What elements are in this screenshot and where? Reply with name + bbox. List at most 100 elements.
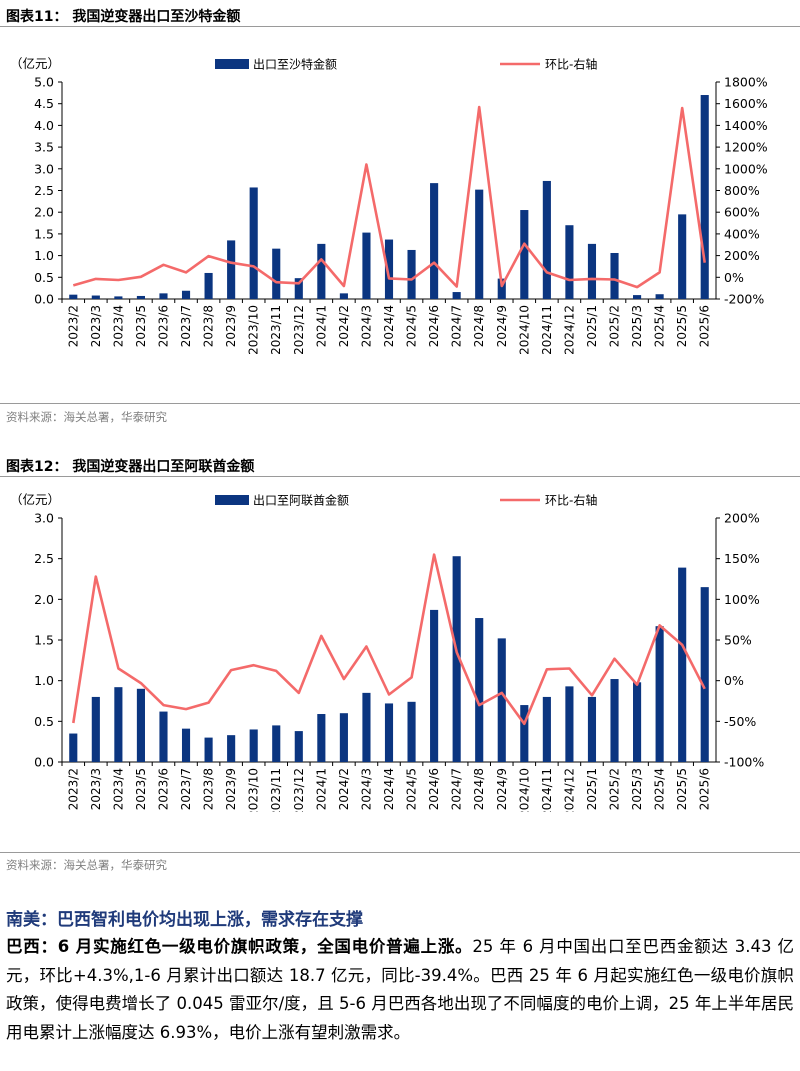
legend-bar-label: 出口至阿联酋金额 (253, 493, 349, 508)
paragraph-text: 25 年 6 月中国出口至巴西金额达 3.43 亿元，环比+4.3%,1-6 月… (6, 937, 794, 1042)
bar (610, 679, 619, 762)
x-tick-label: 2023/9 (224, 768, 238, 810)
x-tick-label: 2024/5 (405, 768, 419, 810)
y2-tick-label: 400% (724, 226, 760, 241)
bar (339, 713, 348, 762)
bar (542, 696, 551, 762)
x-tick-label: 2024/5 (405, 305, 419, 347)
x-tick-label: 2024/10 (517, 768, 531, 812)
bar (700, 95, 709, 299)
bar (655, 294, 664, 299)
x-tick-label: 2023/4 (111, 768, 125, 810)
bar (159, 293, 168, 299)
x-tick-label: 2024/3 (359, 768, 373, 810)
y2-tick-label: 1000% (724, 161, 768, 176)
x-tick-label: 2024/10 (517, 305, 531, 355)
x-tick-label: 2023/2 (66, 768, 80, 810)
section-heading: 南美：巴西智利电价均出现上涨，需求存在支撑 (6, 910, 363, 930)
bar (91, 696, 100, 762)
bar (136, 295, 145, 299)
x-tick-label: 2023/11 (269, 305, 283, 355)
y2-tick-label: 800% (724, 183, 760, 198)
chart-uae: 0.0 0.5 1.0 1.5 2.0 2.5 3.0 -100% -50% 0% 50% 100% 1… (0, 492, 800, 812)
x-tick-label: 2024/4 (382, 768, 396, 810)
x-tick-label: 2023/6 (156, 305, 170, 347)
x-tick-label: 2024/11 (540, 305, 554, 355)
bar (520, 210, 529, 299)
y-tick-label: 3.0 (34, 161, 54, 176)
x-tick-label: 2025/3 (630, 768, 644, 810)
x-tick-label: 2024/1 (314, 768, 328, 810)
x-tick-label: 2025/6 (698, 305, 712, 347)
y-tick-label: 0.5 (34, 714, 54, 729)
bar (497, 638, 506, 762)
x-tick-label: 2024/4 (382, 305, 396, 347)
y-axis-unit: （亿元） (10, 56, 60, 71)
y-tick-label: 1.5 (34, 633, 54, 648)
y-tick-label: 0.0 (34, 292, 54, 307)
x-tick-label: 2025/4 (653, 305, 667, 347)
bar (227, 240, 236, 299)
x-tick-label: 2023/6 (156, 768, 170, 810)
bar (384, 239, 394, 299)
y-axis-unit: （亿元） (10, 492, 60, 507)
bar (475, 618, 484, 762)
x-tick-label: 2023/7 (179, 768, 193, 810)
x-tick-label: 2024/8 (472, 305, 486, 347)
y-tick-label: 5.0 (34, 75, 54, 90)
x-tick-label: 2023/11 (269, 768, 283, 812)
bar (587, 696, 597, 762)
x-tick-label: 2024/6 (427, 768, 441, 810)
chart-saudi: 0.0 0.5 1.0 1.5 2.0 2.5 3.0 3.5 4.0 4.5 5.0 -200% 0%… (0, 44, 800, 364)
y-tick-label: 2.5 (34, 183, 54, 198)
x-tick-label: 2023/9 (224, 305, 238, 347)
bar (181, 290, 191, 299)
body-paragraph: 巴西：6 月实施红色一级电价旗帜政策，全国电价普遍上涨。25 年 6 月中国出口… (6, 933, 794, 1047)
y2-tick-label: 100% (724, 592, 760, 607)
bar (114, 296, 123, 299)
bar (249, 187, 258, 299)
paragraph-lead: 巴西：6 月实施红色一级电价旗帜政策，全国电价普遍上涨。 (6, 937, 473, 956)
x-tick-label: 2025/6 (698, 768, 712, 810)
y-tick-label: 3.5 (34, 140, 54, 155)
figure-11-source: 资料来源：海关总署，华泰研究 (6, 410, 167, 424)
bar (520, 705, 529, 762)
bar (497, 278, 506, 299)
x-tick-label: 2025/4 (653, 768, 667, 810)
y-tick-label: 2.0 (34, 205, 54, 220)
bar (317, 714, 326, 762)
x-tick-label: 2024/3 (359, 305, 373, 347)
x-tick-label: 2023/5 (134, 305, 148, 347)
chart-uae-svg: 0.0 0.5 1.0 1.5 2.0 2.5 3.0 -100% -50% 0% 50% 100% 1… (10, 492, 764, 812)
bar (294, 278, 303, 299)
bar (700, 587, 709, 762)
y2-tick-label: -200% (724, 292, 764, 307)
bar (452, 292, 461, 299)
figure-12-title: 图表12： 我国逆变器出口至阿联酋金额 (6, 459, 255, 475)
bar (678, 214, 687, 299)
bar (136, 688, 145, 762)
x-tick-label: 2024/11 (540, 768, 554, 812)
bar (407, 249, 416, 299)
x-tick-label: 2023/3 (89, 305, 103, 347)
x-tick-label: 2024/12 (562, 305, 576, 355)
bar (362, 692, 371, 762)
x-tick-label: 2024/9 (495, 305, 509, 347)
y2-tick-label: -50% (724, 714, 756, 729)
bar (272, 725, 281, 762)
y-tick-label: 1.0 (34, 248, 54, 263)
y2-tick-label: 600% (724, 205, 760, 220)
bar (633, 295, 642, 299)
bar (249, 729, 258, 762)
y-tick-label: 1.0 (34, 673, 54, 688)
x-tick-label: 2024/9 (495, 768, 509, 810)
chart-saudi-svg: 0.0 0.5 1.0 1.5 2.0 2.5 3.0 3.5 4.0 4.5 5.0 -200% 0%… (10, 56, 768, 355)
legend-bar-label: 出口至沙特金额 (253, 57, 337, 72)
bar (204, 272, 213, 299)
bar (407, 701, 416, 762)
y-tick-label: 4.5 (34, 96, 54, 111)
series-line (72, 553, 706, 726)
x-tick-label: 2024/8 (472, 768, 486, 810)
x-tick-label: 2024/1 (314, 305, 328, 347)
bar (362, 232, 371, 299)
